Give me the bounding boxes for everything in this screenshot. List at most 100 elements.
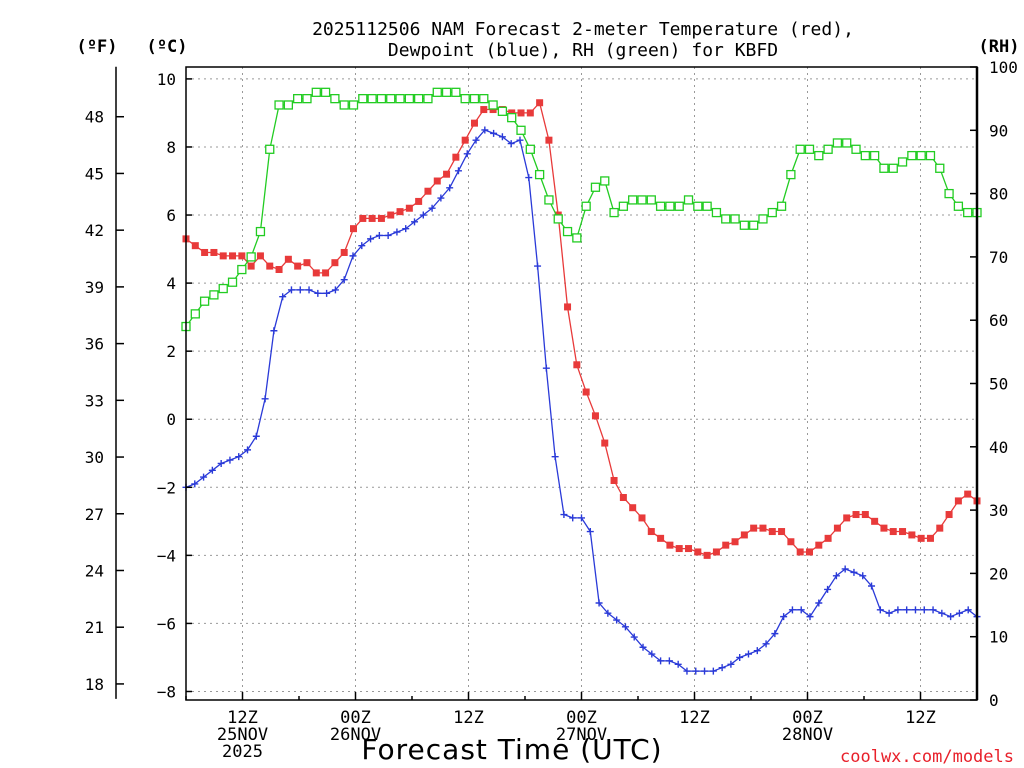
dewpoint-point bbox=[639, 643, 647, 651]
rh-point bbox=[274, 100, 284, 110]
fahrenheit-tick-label: 48 bbox=[85, 108, 104, 127]
dewpoint-point bbox=[911, 606, 919, 614]
dewpoint-point bbox=[718, 664, 726, 672]
x-tick-label: 28NOV bbox=[782, 725, 833, 745]
temperature-point bbox=[331, 259, 339, 267]
x-tick-label: 12Z bbox=[453, 708, 484, 728]
x-tick-label: 00Z bbox=[566, 708, 597, 728]
dewpoint-point bbox=[806, 613, 814, 621]
temperature-point bbox=[229, 252, 237, 260]
rh-point bbox=[711, 207, 722, 218]
temperature-point bbox=[601, 439, 609, 447]
dewpoint-point bbox=[859, 572, 867, 580]
temperature-point bbox=[703, 551, 711, 559]
dewpoint-series bbox=[182, 126, 981, 675]
fahrenheit-tick-label: 30 bbox=[85, 448, 104, 467]
rh-point bbox=[869, 150, 880, 161]
fahrenheit-tick-label: 33 bbox=[85, 391, 104, 410]
fahrenheit-tick-label: 21 bbox=[85, 618, 104, 637]
rh-point bbox=[488, 100, 498, 110]
rh-point bbox=[209, 290, 219, 300]
dewpoint-point bbox=[648, 650, 656, 658]
x-tick-label: 12Z bbox=[227, 708, 258, 728]
dewpoint-point bbox=[955, 609, 963, 617]
series-layer bbox=[181, 87, 982, 675]
rh-point bbox=[460, 94, 470, 104]
temperature-point bbox=[238, 252, 246, 260]
temperature-point bbox=[685, 545, 693, 553]
rh-point bbox=[665, 201, 675, 211]
dewpoint-point bbox=[595, 599, 603, 607]
temperature-point bbox=[750, 524, 758, 532]
rh-point bbox=[730, 214, 740, 224]
rh-point bbox=[190, 309, 200, 319]
rh-point bbox=[507, 112, 517, 123]
dewpoint-point bbox=[437, 194, 445, 202]
rh-point bbox=[749, 220, 759, 230]
dewpoint-point bbox=[507, 140, 515, 148]
temperature-point bbox=[480, 106, 488, 114]
celsius-tick-label: −4 bbox=[157, 546, 176, 565]
rh-point bbox=[320, 87, 331, 97]
dewpoint-point bbox=[788, 606, 796, 614]
rh-series bbox=[181, 87, 982, 332]
rh-tick-label: 10 bbox=[989, 628, 1008, 647]
rh-tick-label: 60 bbox=[989, 311, 1008, 330]
temperature-point bbox=[443, 170, 451, 178]
dewpoint-point bbox=[938, 609, 946, 617]
rh-point bbox=[237, 264, 247, 275]
temperature-point bbox=[582, 388, 590, 396]
rh-point bbox=[348, 100, 359, 110]
x-tick-label: 12Z bbox=[679, 708, 710, 728]
temperature-point bbox=[350, 225, 358, 233]
temperature-point bbox=[638, 514, 646, 522]
dewpoint-point bbox=[367, 235, 375, 243]
dewpoint-point bbox=[481, 126, 489, 134]
rh-point bbox=[534, 169, 545, 180]
rh-point bbox=[553, 214, 563, 224]
temperature-point bbox=[694, 548, 702, 556]
rh-point bbox=[497, 106, 508, 116]
temperature-point bbox=[247, 262, 255, 270]
dewpoint-point bbox=[692, 667, 700, 675]
rh-point bbox=[674, 201, 684, 211]
dewpoint-point bbox=[780, 613, 788, 621]
dewpoint-point bbox=[296, 286, 304, 294]
dewpoint-point bbox=[419, 211, 427, 219]
dewpoint-point bbox=[736, 653, 744, 661]
dewpoint-point bbox=[903, 606, 911, 614]
celsius-tick-label: 4 bbox=[166, 274, 176, 293]
temperature-point bbox=[266, 262, 274, 270]
chart-title-line1: 2025112506 NAM Forecast 2-meter Temperat… bbox=[312, 19, 854, 40]
dewpoint-point bbox=[621, 623, 629, 631]
rh-point bbox=[786, 169, 796, 180]
temperature-point bbox=[926, 534, 934, 542]
x-tick-label: 12Z bbox=[905, 708, 936, 728]
rh-point bbox=[637, 195, 647, 205]
rh-tick-label: 20 bbox=[989, 564, 1008, 583]
temperature-point bbox=[740, 531, 748, 539]
temperature-point bbox=[191, 242, 199, 250]
rh-point bbox=[451, 87, 461, 97]
temperature-point bbox=[452, 153, 460, 161]
rh-point bbox=[544, 195, 554, 205]
temperature-point bbox=[787, 538, 795, 546]
fahrenheit-tick-label: 42 bbox=[85, 221, 104, 240]
rh-point bbox=[655, 201, 666, 211]
temperature-point bbox=[526, 109, 534, 117]
rh-point bbox=[888, 163, 898, 173]
dewpoint-point bbox=[551, 453, 559, 461]
dewpoint-point bbox=[832, 572, 840, 580]
temperature-point bbox=[871, 517, 879, 525]
rh-point bbox=[804, 144, 815, 154]
rh-point bbox=[758, 214, 768, 224]
rh-point bbox=[469, 94, 480, 104]
temperature-point bbox=[945, 511, 953, 519]
temperature-point bbox=[201, 248, 209, 256]
x-tick-label: 26NOV bbox=[330, 725, 381, 745]
dewpoint-point bbox=[578, 514, 585, 522]
chart-title-line2: Dewpoint (blue), RH (green) for KBFD bbox=[388, 40, 778, 61]
dewpoint-point bbox=[665, 657, 673, 665]
temperature-point bbox=[964, 490, 972, 498]
temperature-point bbox=[396, 208, 404, 216]
